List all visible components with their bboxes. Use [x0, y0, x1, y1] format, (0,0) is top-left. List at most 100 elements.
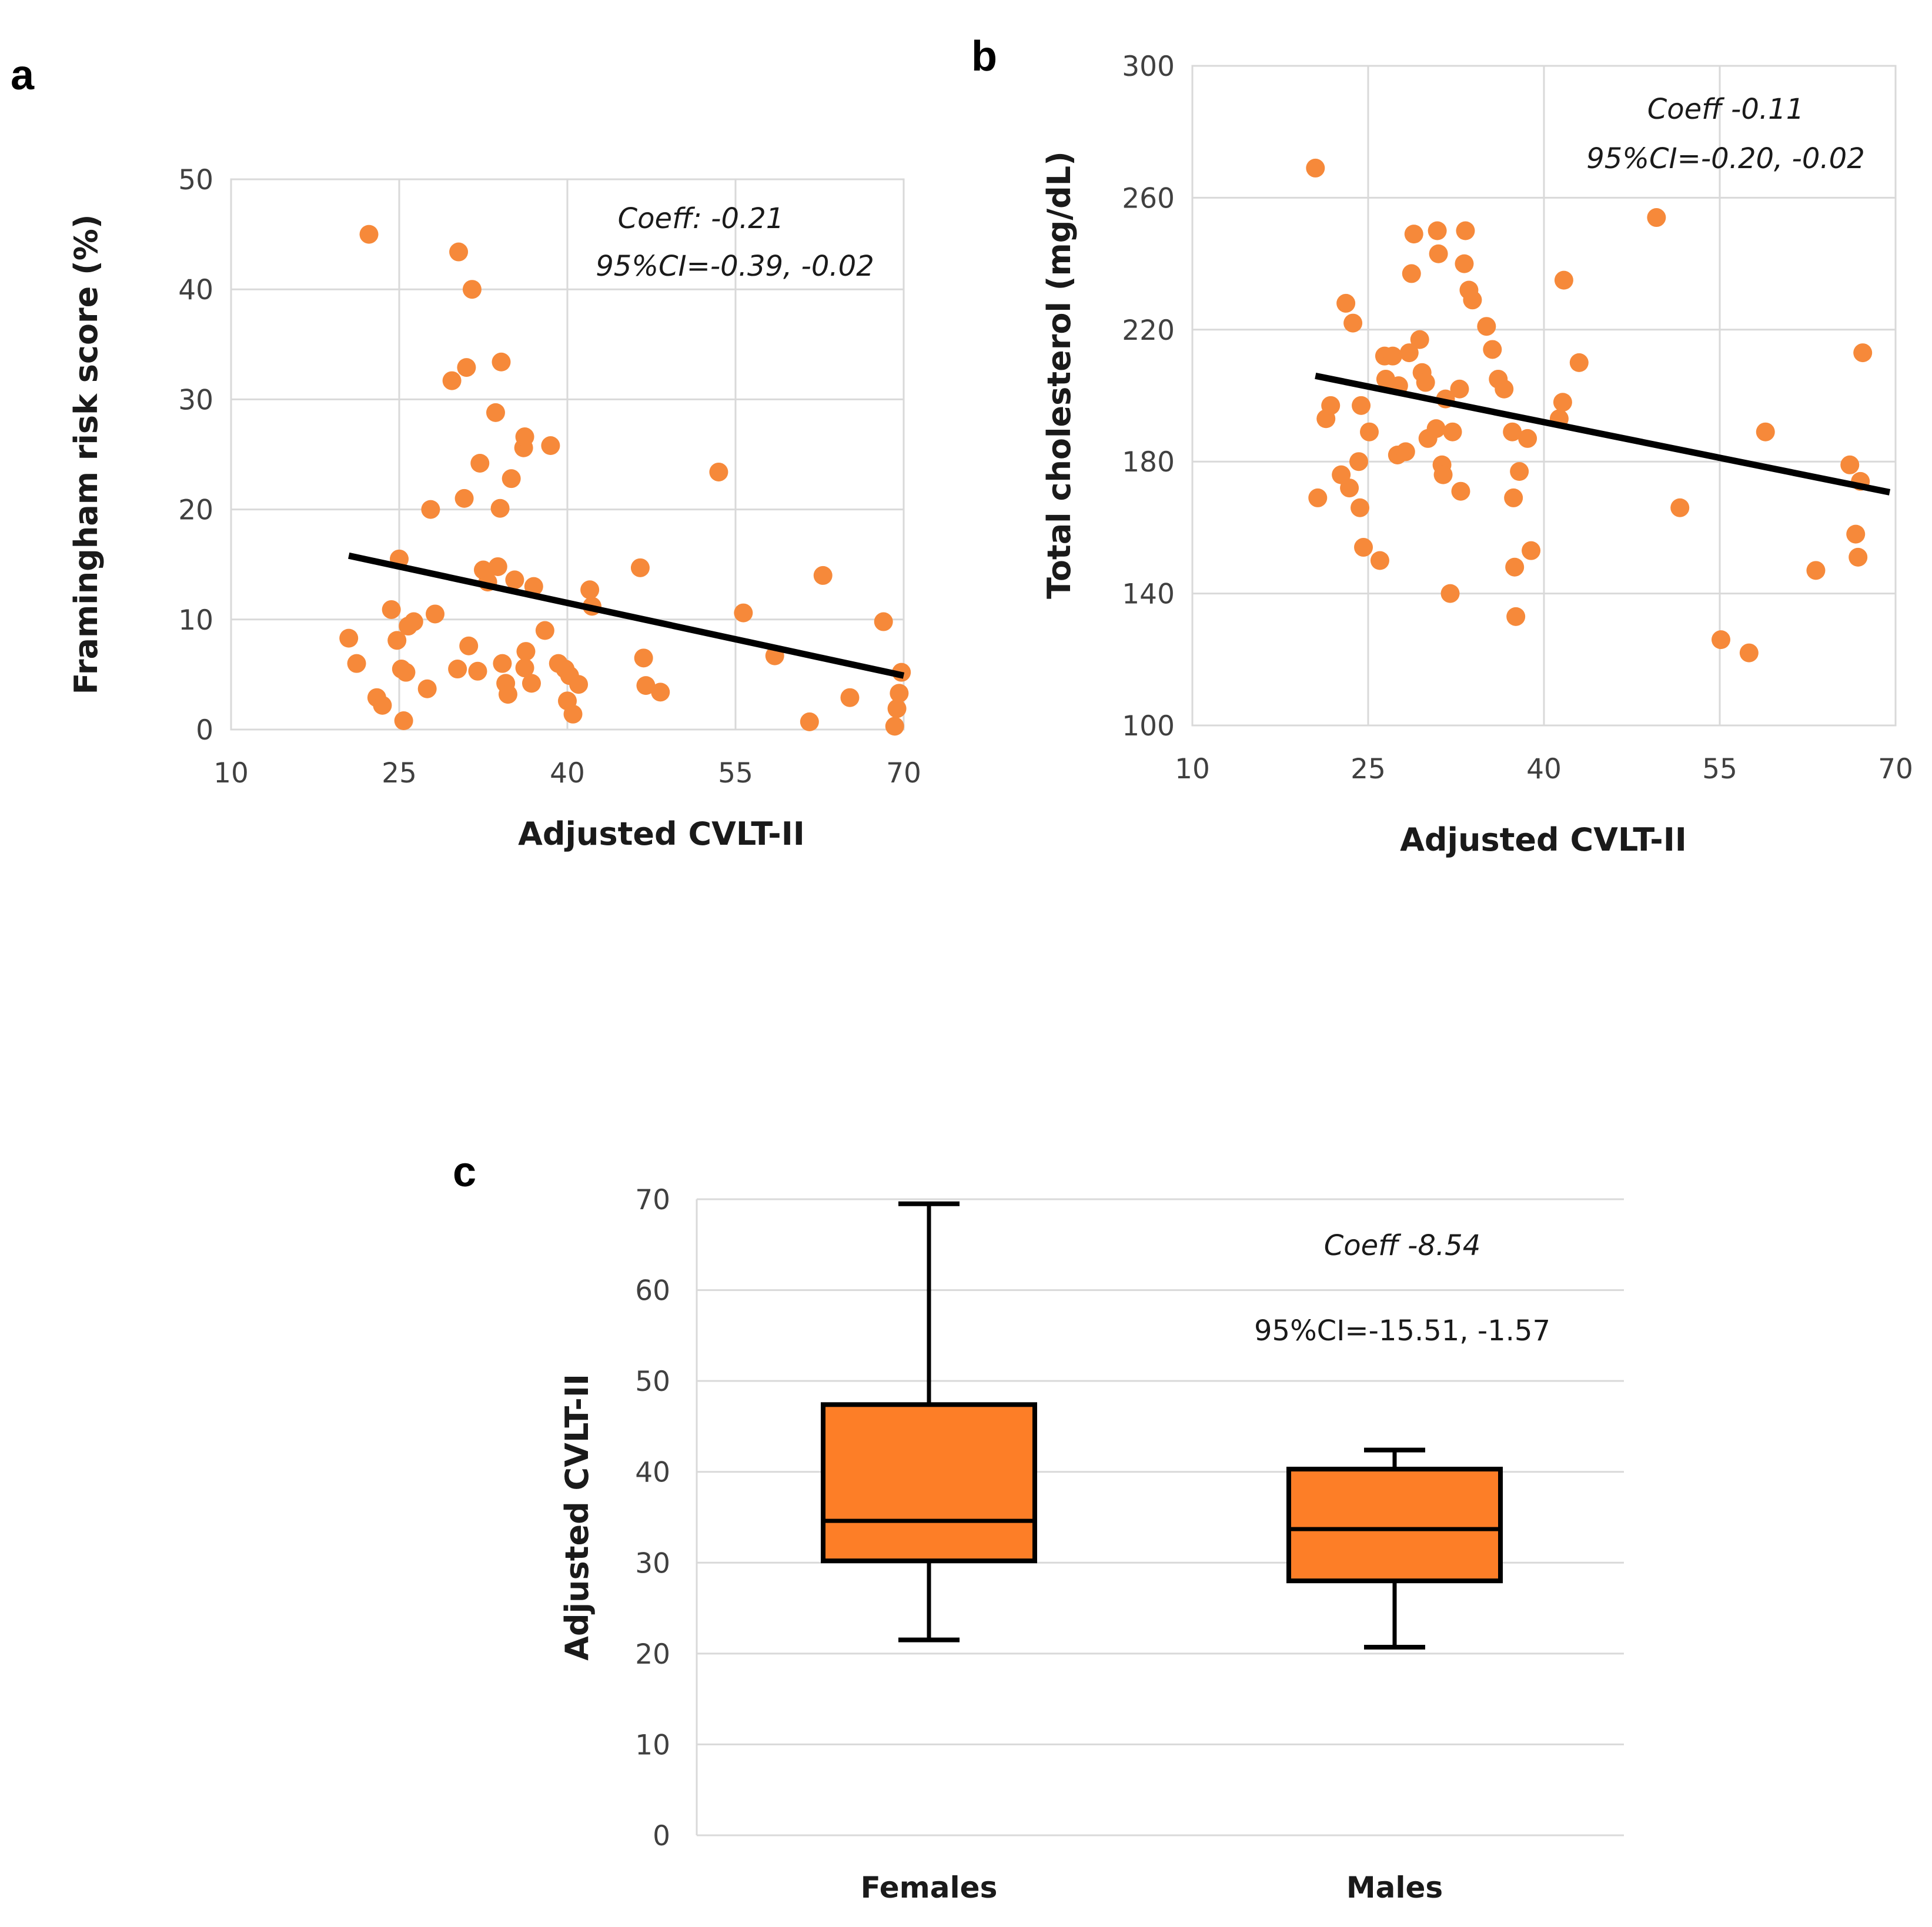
b-data-point: [1440, 584, 1460, 603]
panel-label-c: c: [453, 1149, 476, 1196]
b-data-point: [1352, 396, 1371, 415]
category-label-females: Females: [861, 1871, 998, 1905]
a-data-point: [630, 558, 650, 577]
b-data-point: [1351, 498, 1370, 517]
b-data-point: [1396, 442, 1415, 461]
a-data-point: [396, 663, 416, 682]
b-data-point: [1853, 343, 1873, 363]
b-data-point: [1849, 547, 1868, 567]
b-y-tick: 100: [1122, 710, 1175, 742]
a-data-point: [634, 648, 653, 668]
a-data-point: [813, 566, 833, 585]
b-x-tick: 70: [1878, 753, 1913, 785]
b-data-point: [1456, 221, 1475, 240]
c-y-tick: 40: [635, 1457, 670, 1489]
a-data-point: [492, 352, 511, 372]
b-data-point: [1647, 208, 1666, 228]
panel-b-y-axis-title: Total cholesterol (mg/dL): [1041, 151, 1078, 599]
c-y-tick: 60: [635, 1275, 670, 1307]
b-y-tick: 140: [1122, 578, 1175, 611]
b-data-point: [1383, 346, 1402, 366]
b-data-point: [1340, 479, 1359, 498]
b-data-point: [1739, 643, 1759, 663]
panel-a-ci: 95%CI=-0.39, -0.02: [596, 250, 874, 283]
b-data-point: [1349, 452, 1369, 471]
a-data-point: [890, 684, 909, 703]
a-data-point: [541, 436, 560, 456]
a-data-point: [840, 688, 860, 707]
a-data-point: [457, 358, 476, 377]
b-data-point: [1428, 221, 1447, 240]
b-data-point: [1308, 488, 1328, 507]
b-data-point: [1510, 462, 1529, 481]
a-data-point: [459, 636, 479, 655]
b-data-point: [1505, 557, 1525, 577]
c-y-tick: 70: [635, 1184, 670, 1216]
box-females-iqr: [821, 1402, 1037, 1564]
a-data-point: [535, 621, 554, 640]
panel-b-scatter: b 100 140 180 220 260 300 10 25 40 55 70 Coeff -0…: [971, 33, 1913, 858]
b-data-point: [1336, 293, 1356, 313]
b-data-point: [1399, 343, 1419, 363]
a-x-tick: 40: [550, 757, 585, 789]
b-data-point: [1404, 225, 1423, 244]
a-data-point: [421, 500, 440, 519]
a-data-point: [885, 717, 904, 736]
a-data-point: [417, 679, 437, 698]
a-data-point: [387, 631, 407, 650]
b-data-point: [1354, 538, 1373, 557]
b-x-tick: 10: [1175, 753, 1210, 785]
panel-a-y-axis-title: Framingham risk score (%): [68, 214, 105, 694]
panel-a-y-tick-labels: 0 10 20 30 40 50: [178, 164, 213, 747]
a-data-point: [486, 403, 505, 422]
b-y-tick: 180: [1122, 446, 1175, 479]
a-x-tick: 55: [718, 757, 753, 789]
b-data-point: [1426, 419, 1446, 439]
b-data-point: [1503, 422, 1522, 441]
a-data-point: [339, 628, 359, 648]
b-data-point: [1506, 607, 1526, 626]
a-y-tick: 10: [178, 604, 213, 637]
a-data-point: [347, 654, 366, 673]
b-data-point: [1504, 488, 1523, 507]
a-data-point: [887, 699, 907, 718]
b-data-point: [1416, 373, 1435, 392]
b-data-point: [1451, 481, 1470, 501]
b-data-point: [1343, 313, 1363, 333]
b-data-point: [1840, 455, 1860, 474]
a-data-point: [569, 675, 589, 694]
b-data-point: [1443, 422, 1462, 441]
a-x-tick: 25: [382, 757, 417, 789]
a-data-point: [449, 242, 469, 262]
b-data-point: [1463, 290, 1482, 310]
a-y-tick: 30: [178, 384, 213, 416]
b-data-point: [1306, 158, 1325, 178]
panel-c-boxplot: c 0 10 20 30 40 50 60 70 Females Males Coeff -8…: [453, 1149, 1624, 1905]
a-data-point: [874, 612, 893, 631]
panel-b-plot-frame: [1191, 65, 1897, 727]
b-data-point: [1495, 379, 1514, 399]
panel-b-y-tick-labels: 100 140 180 220 260 300: [1122, 51, 1175, 742]
b-data-point: [1518, 429, 1537, 448]
a-data-point: [488, 557, 507, 576]
panel-c-boxes: [821, 1201, 1503, 1650]
panel-label-b: b: [971, 33, 997, 80]
panel-a-trendline: [348, 552, 905, 679]
a-data-point: [651, 683, 670, 702]
panel-a-plot-frame: [230, 178, 905, 731]
b-data-point: [1711, 630, 1730, 650]
b-data-point: [1455, 254, 1474, 273]
a-data-point: [515, 427, 534, 447]
a-x-tick: 10: [213, 757, 249, 789]
panel-c-y-axis-title: Adjusted CVLT-II: [559, 1374, 596, 1661]
panel-c-coeff: Coeff -8.54: [1324, 1229, 1481, 1262]
c-y-tick: 20: [635, 1638, 670, 1671]
a-x-tick: 70: [886, 757, 921, 789]
a-data-point: [394, 711, 413, 731]
panel-label-a: a: [11, 52, 35, 99]
a-data-point: [515, 658, 534, 678]
panel-a-points: [339, 225, 911, 736]
a-data-point: [490, 499, 510, 518]
b-data-point: [1321, 396, 1341, 415]
